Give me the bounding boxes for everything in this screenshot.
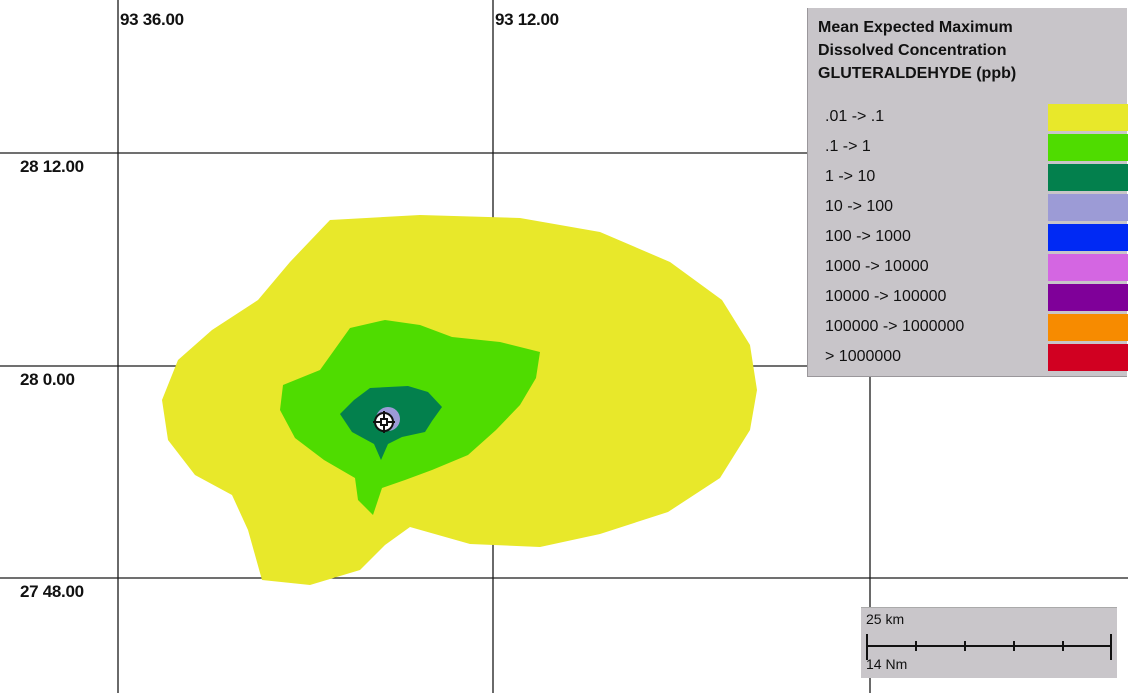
legend-entry: .1 -> 1 bbox=[808, 134, 1128, 163]
latitude-label-27-48: 27 48.00 bbox=[20, 582, 84, 601]
legend-entry-swatch bbox=[1048, 164, 1128, 191]
legend-entry-swatch bbox=[1048, 254, 1128, 281]
scale-km-label: 25 km bbox=[866, 611, 905, 627]
legend-entry: > 1000000 bbox=[808, 344, 1128, 373]
legend-title-line-3: GLUTERALDEHYDE (ppb) bbox=[818, 65, 1017, 82]
legend-entry-swatch bbox=[1048, 284, 1128, 311]
latitude-label-28-0: 28 0.00 bbox=[20, 370, 75, 389]
legend-entry-label: 1000 -> 10000 bbox=[825, 258, 929, 275]
legend-entry: 100 -> 1000 bbox=[808, 224, 1128, 253]
longitude-label-93-36: 93 36.00 bbox=[120, 10, 184, 29]
scale-nm-label: 14 Nm bbox=[866, 656, 908, 672]
legend-entry-label: .1 -> 1 bbox=[825, 138, 871, 155]
legend-entry-label: .01 -> .1 bbox=[825, 108, 885, 125]
legend-entry: 1 -> 10 bbox=[808, 164, 1128, 193]
legend-entry-swatch bbox=[1048, 134, 1128, 161]
legend-title: Mean Expected Maximum Dissolved Concentr… bbox=[818, 16, 1123, 85]
scale-bar: 25 km 14 Nm bbox=[861, 607, 1117, 678]
legend-entry-label: 100000 -> 1000000 bbox=[825, 318, 965, 335]
legend-title-line-2: Dissolved Concentration bbox=[818, 42, 1007, 59]
legend-entry-label: 10000 -> 100000 bbox=[825, 288, 947, 305]
longitude-label-93-12: 93 12.00 bbox=[495, 10, 559, 29]
scale-ruler bbox=[866, 634, 1112, 660]
legend-title-line-1: Mean Expected Maximum bbox=[818, 19, 1013, 36]
legend-entry-label: > 1000000 bbox=[825, 348, 902, 365]
legend-entry-swatch bbox=[1048, 344, 1128, 371]
legend-entry: 10000 -> 100000 bbox=[808, 284, 1128, 313]
legend-entry-swatch bbox=[1048, 224, 1128, 251]
legend-entry-swatch bbox=[1048, 314, 1128, 341]
latitude-label-28-12: 28 12.00 bbox=[20, 157, 84, 176]
legend-entry-swatch bbox=[1048, 194, 1128, 221]
concentration-legend: Mean Expected Maximum Dissolved Concentr… bbox=[807, 8, 1128, 377]
legend-entry-label: 100 -> 1000 bbox=[825, 228, 911, 245]
platform-crosshair-icon bbox=[373, 411, 395, 433]
legend-entry: 1000 -> 10000 bbox=[808, 254, 1128, 283]
legend-entry-swatch bbox=[1048, 104, 1128, 131]
legend-entry: 100000 -> 1000000 bbox=[808, 314, 1128, 343]
legend-entry-label: 10 -> 100 bbox=[825, 198, 894, 215]
legend-entry: .01 -> .1 bbox=[808, 104, 1128, 133]
legend-entry: 10 -> 100 bbox=[808, 194, 1128, 223]
legend-entry-label: 1 -> 10 bbox=[825, 168, 876, 185]
